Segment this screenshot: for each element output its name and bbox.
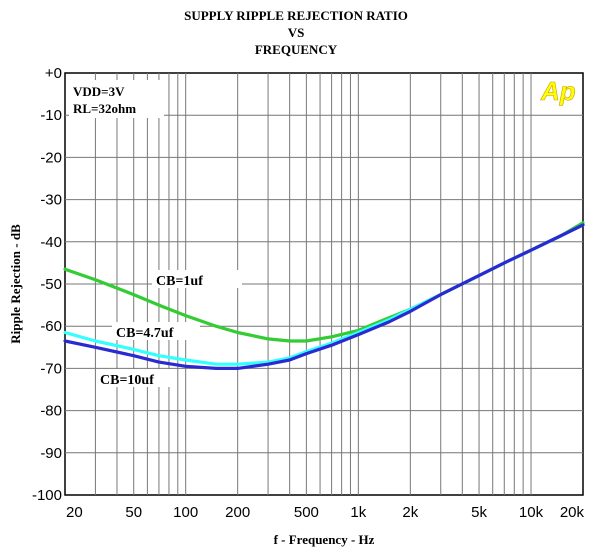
chart-title-line-2: VS <box>288 25 305 40</box>
conditions-box <box>69 80 164 118</box>
condition-rl: RL=32ohm <box>73 101 136 116</box>
chart-title: SUPPLY RIPPLE REJECTION RATIO VS FREQUEN… <box>184 8 408 57</box>
chart-title-line-1: SUPPLY RIPPLE REJECTION RATIO <box>184 8 408 23</box>
series-label-cb-10uf: CB=10uf <box>100 373 154 388</box>
series-label-bg-2 <box>112 322 200 340</box>
x-tick-label: 20 <box>66 504 83 521</box>
x-tick-label: 200 <box>225 504 250 521</box>
x-tick-label: 10k <box>519 504 544 521</box>
x-tick-label: 100 <box>173 504 198 521</box>
series-layer <box>63 221 585 370</box>
y-tick-label: -60 <box>40 318 62 335</box>
series-label-bg-3 <box>96 369 172 387</box>
x-tick-label: 50 <box>125 504 142 521</box>
chart-title-line-3: FREQUENCY <box>255 42 338 57</box>
y-axis-label: Ripple Rejection - dB <box>8 224 23 344</box>
x-axis-label: f - Frequency - Hz <box>274 532 375 547</box>
y-tick-labels: +0 -10 -20 -30 -40 -50 -60 -70 -80 -90 -100 <box>32 65 62 504</box>
condition-vdd: VDD=3V <box>73 84 125 99</box>
series-line-3 <box>63 223 585 370</box>
grid-lines <box>65 73 583 495</box>
y-tick-label: +0 <box>45 65 62 82</box>
y-tick-label: -90 <box>40 445 62 462</box>
series-label-cb-1uf: CB=1uf <box>156 274 203 289</box>
y-tick-label: -50 <box>40 276 62 293</box>
y-tick-label: -100 <box>32 487 62 504</box>
x-tick-labels: 20 50 100 200 500 1k 2k 5k 10k 20k <box>66 504 584 521</box>
x-tick-label: 1k <box>350 504 366 521</box>
x-tick-label: 20k <box>560 504 585 521</box>
y-tick-label: -20 <box>40 149 62 166</box>
x-tick-label: 2k <box>402 504 418 521</box>
y-tick-label: -40 <box>40 234 62 251</box>
ap-logo: Ap <box>540 76 576 106</box>
x-tick-label: 500 <box>294 504 319 521</box>
y-tick-label: -80 <box>40 403 62 420</box>
series-label-cb-4p7uf: CB=4.7uf <box>116 326 174 341</box>
y-tick-label: -10 <box>40 107 62 124</box>
y-tick-label: -30 <box>40 192 62 209</box>
y-tick-label: -70 <box>40 360 62 377</box>
x-tick-label: 5k <box>471 504 487 521</box>
series-label-bg-1 <box>152 270 242 288</box>
